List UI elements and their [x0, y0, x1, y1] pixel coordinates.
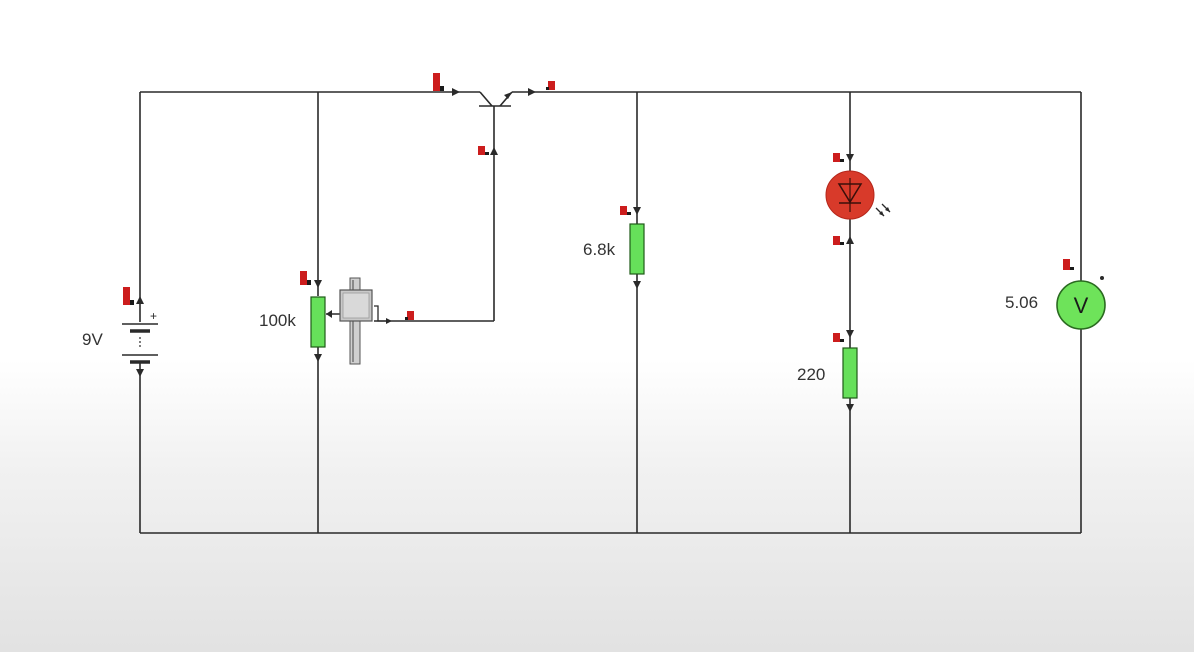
terminal-arrows [136, 88, 854, 412]
probe-flag-icon[interactable] [433, 73, 444, 91]
probe-flag-icon[interactable] [123, 287, 134, 305]
terminal-arrow [846, 154, 854, 162]
terminal-arrow [846, 236, 854, 244]
voltmeter-icon[interactable]: V [1056, 280, 1106, 330]
battery-icon[interactable]: + [122, 309, 158, 364]
probe-flag-icon[interactable] [833, 153, 844, 162]
probe-flags [123, 73, 1074, 342]
terminal-arrow [633, 281, 641, 289]
terminal-arrow [490, 147, 498, 155]
battery-plus-sign: + [150, 309, 157, 323]
probe-flag-icon[interactable] [546, 81, 555, 90]
probe-flag-icon[interactable] [405, 311, 414, 320]
resistor-6-8k-label: 6.8k [583, 240, 616, 259]
probe-flag-icon[interactable] [833, 236, 844, 245]
resistor-6-8k[interactable] [629, 223, 645, 275]
slider-arrow [386, 318, 392, 324]
potentiometer-label: 100k [259, 311, 296, 330]
led-icon[interactable] [825, 170, 875, 220]
terminal-arrow [452, 88, 460, 96]
probe-flag-icon[interactable] [620, 206, 631, 215]
potentiometer[interactable] [310, 296, 343, 348]
slider-handle[interactable] [339, 277, 373, 365]
voltmeter-reading: 5.06 [1005, 293, 1038, 312]
terminal-arrow [314, 280, 322, 288]
wires [139, 91, 1082, 534]
terminal-arrow [136, 369, 144, 377]
terminal-arrow [846, 330, 854, 338]
voltmeter-symbol: V [1074, 293, 1089, 318]
resistor-220-label: 220 [797, 365, 825, 384]
terminal-arrow [136, 296, 144, 304]
terminal-arrow [846, 404, 854, 412]
terminal-arrow [314, 354, 322, 362]
probe-flag-icon[interactable] [1063, 259, 1074, 270]
resistor-220[interactable] [842, 347, 858, 399]
probe-flag-icon[interactable] [300, 271, 311, 285]
npn-transistor-icon[interactable] [479, 91, 513, 107]
led-light-rays-icon [875, 203, 891, 217]
voltmeter-polarity-dot [1100, 276, 1104, 280]
terminal-arrow [633, 207, 641, 215]
probe-flag-icon[interactable] [833, 333, 844, 342]
terminal-arrow [528, 88, 536, 96]
slider-lead [374, 305, 386, 322]
probe-flag-icon[interactable] [478, 146, 489, 155]
battery-label: 9V [82, 330, 103, 349]
